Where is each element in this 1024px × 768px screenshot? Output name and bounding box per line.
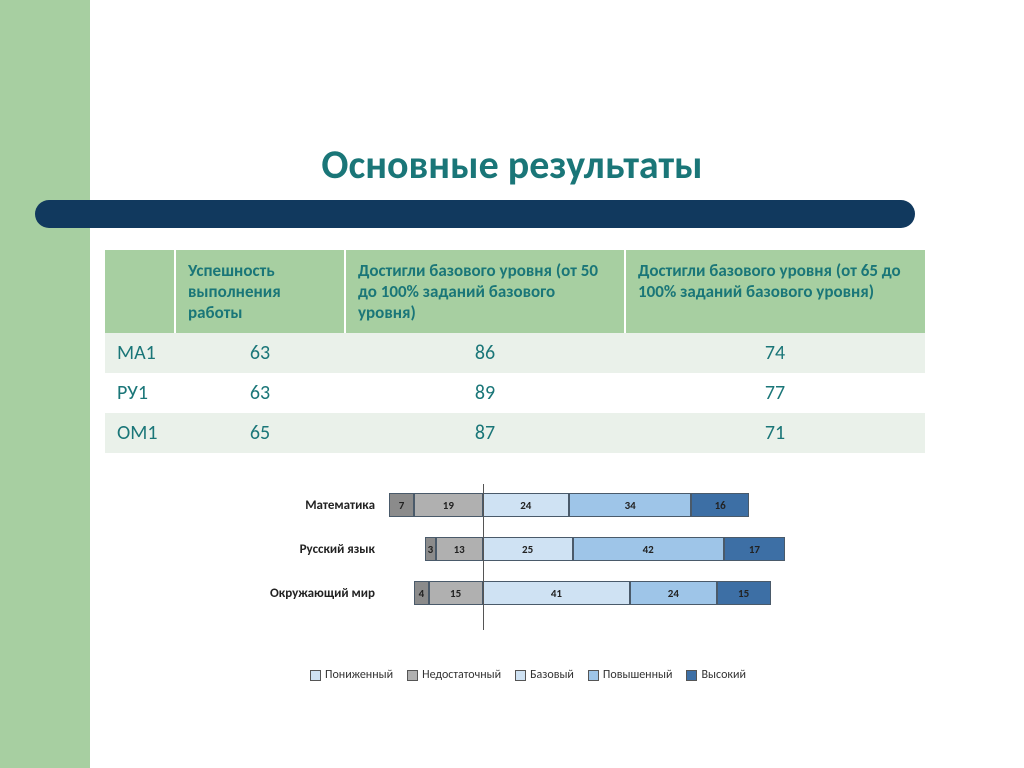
- chart-segment: 19: [414, 493, 482, 517]
- chart-bar-area: 133254217: [385, 537, 775, 561]
- chart-segment: 7: [389, 493, 414, 517]
- table-row: МА1638674: [105, 333, 925, 373]
- chart-row: Окружающий мир154412415: [225, 578, 785, 608]
- legend-item: Базовый: [515, 668, 574, 682]
- chart-segment: 4: [414, 581, 428, 605]
- table-header-cell: Достигли базового уровня (от 65 до 100% …: [625, 250, 925, 333]
- table-cell: 63: [175, 373, 345, 413]
- legend-item: Недостаточный: [407, 668, 501, 682]
- table-body: МА1638674РУ1638977ОМ1658771: [105, 333, 925, 453]
- chart-segment: 15: [429, 581, 483, 605]
- chart-row: Математика 197 243416: [225, 490, 785, 520]
- legend-item: Высокий: [686, 668, 745, 682]
- table-header-cell: Успешность выполнения работы: [175, 250, 345, 333]
- legend-swatch: [515, 670, 526, 681]
- table-cell: 71: [625, 413, 925, 453]
- chart-segment: 25: [483, 537, 573, 561]
- table-cell: 63: [175, 333, 345, 373]
- chart-segment: 24: [483, 493, 569, 517]
- legend-item: Повышенный: [588, 668, 673, 682]
- chart-segment: 42: [573, 537, 724, 561]
- table-cell: 74: [625, 333, 925, 373]
- table-row-label: РУ1: [105, 373, 175, 413]
- table-row: РУ1638977: [105, 373, 925, 413]
- table-cell: 89: [345, 373, 625, 413]
- chart-segment: 41: [483, 581, 631, 605]
- chart-row-label: Математика: [225, 498, 385, 513]
- legend-label: Повышенный: [603, 668, 673, 682]
- table-cell: 87: [345, 413, 625, 453]
- legend-label: Базовый: [530, 668, 574, 682]
- legend-label: Пониженный: [325, 668, 393, 682]
- chart-segment: 13: [436, 537, 483, 561]
- chart-bar-area: 197 243416: [385, 493, 775, 517]
- table-header-row: Успешность выполнения работыДостигли баз…: [105, 250, 925, 333]
- levels-chart: Математика197243416Русский язык133254217…: [225, 490, 785, 622]
- page-title: Основные результаты: [0, 140, 1024, 189]
- legend-swatch: [407, 670, 418, 681]
- table-header-cell: Достигли базового уровня (от 50 до 100% …: [345, 250, 625, 333]
- chart-bar-area: 154412415: [385, 581, 775, 605]
- table-row: ОМ1658771: [105, 413, 925, 453]
- chart-legend: Пониженный Недостаточный Базовый Повышенный…: [310, 668, 746, 682]
- chart-segment: 34: [569, 493, 691, 517]
- accent-bar: [35, 200, 915, 228]
- table-header-cell: [105, 250, 175, 333]
- legend-label: Высокий: [701, 668, 745, 682]
- chart-segment: 24: [630, 581, 716, 605]
- results-table: Успешность выполнения работыДостигли баз…: [105, 250, 925, 453]
- legend-swatch: [310, 670, 321, 681]
- chart-row: Русский язык 133 254217: [225, 534, 785, 564]
- table-cell: 65: [175, 413, 345, 453]
- legend-swatch: [686, 670, 697, 681]
- chart-segment: 3: [425, 537, 436, 561]
- chart-segment: 16: [691, 493, 749, 517]
- chart-segment: 15: [717, 581, 771, 605]
- chart-row-label: Окружающий мир: [225, 586, 385, 601]
- chart-row-label: Русский язык: [225, 542, 385, 557]
- left-decor-band: [0, 0, 90, 768]
- chart-segment: 17: [724, 537, 785, 561]
- legend-label: Недостаточный: [422, 668, 501, 682]
- legend-swatch: [588, 670, 599, 681]
- table-cell: 86: [345, 333, 625, 373]
- legend-item: Пониженный: [310, 668, 393, 682]
- table-row-label: МА1: [105, 333, 175, 373]
- table-row-label: ОМ1: [105, 413, 175, 453]
- chart-axis: [483, 484, 484, 630]
- table-cell: 77: [625, 373, 925, 413]
- results-table-wrap: Успешность выполнения работыДостигли баз…: [105, 250, 925, 453]
